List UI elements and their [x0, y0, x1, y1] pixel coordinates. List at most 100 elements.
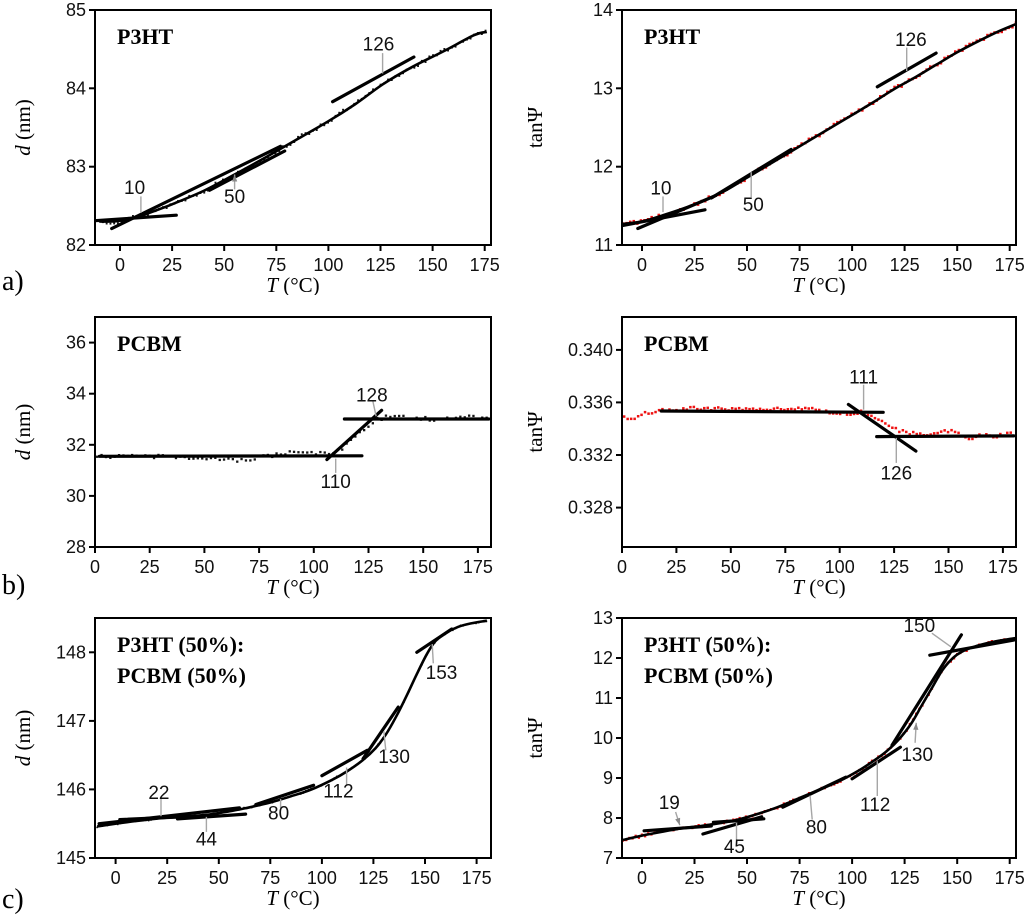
- svg-text:146: 146: [56, 779, 86, 799]
- plot-frame: [94, 316, 492, 548]
- y-axis-label: tanΨ: [523, 717, 547, 759]
- y-ticks: 145 146 147 148: [56, 642, 95, 868]
- svg-text:50: 50: [721, 557, 741, 577]
- svg-text:0: 0: [637, 868, 647, 888]
- leader-arrowhead: [913, 722, 919, 730]
- x-ticks: 0 25 50 75 100 125 150 175: [115, 245, 500, 275]
- svg-text:13: 13: [593, 608, 613, 628]
- annotations: 111 126: [849, 368, 912, 485]
- panel-title: P3HT: [644, 24, 701, 49]
- transition-label-10: 10: [650, 179, 671, 200]
- leader-line: [383, 731, 387, 751]
- fit-lines: [642, 633, 1016, 836]
- svg-text:85: 85: [66, 0, 86, 20]
- svg-text:28: 28: [66, 537, 86, 557]
- x-ticks: 0 25 50 75 100 125 150 175: [637, 858, 1024, 888]
- transition-label-50: 50: [224, 187, 245, 208]
- panel-title: PCBM: [117, 331, 182, 356]
- svg-text:75: 75: [260, 868, 280, 888]
- svg-text:175: 175: [988, 557, 1018, 577]
- fit-lines: [97, 408, 491, 462]
- svg-text:50: 50: [209, 868, 229, 888]
- svg-text:25: 25: [666, 557, 686, 577]
- panel-blend-tanpsi: 0 25 50 75 100 125 150 175 7 8 9 10 11 12 13 T (°C) tanΨ…: [512, 600, 1024, 921]
- transition-label-80: 80: [268, 803, 289, 824]
- svg-text:7: 7: [603, 848, 613, 868]
- svg-text:0.336: 0.336: [568, 392, 613, 412]
- panel-blend-thickness: 0 25 50 75 100 125 150 175 145 146 147 148 T (°C) d (…: [0, 600, 512, 921]
- svg-text:175: 175: [995, 255, 1024, 275]
- y-ticks: 7 8 9 10 11 12 13: [593, 608, 622, 868]
- svg-text:36: 36: [66, 333, 86, 353]
- chart-a-left: 0 25 50 75 100 125 150 175 82 83 84 85 T (°C) d (nm) P…: [11, 0, 500, 297]
- svg-text:100: 100: [313, 255, 343, 275]
- leader-line: [931, 632, 952, 648]
- x-axis-label: T (°C): [266, 886, 319, 910]
- svg-text:150: 150: [933, 557, 963, 577]
- chart-b-left: 0 25 50 75 100 125 150 175 28 30 32 34 36 T (°C) d (nm…: [11, 316, 493, 599]
- y-axis-label: tanΨ: [523, 411, 547, 453]
- svg-text:150: 150: [942, 255, 972, 275]
- svg-text:145: 145: [56, 848, 86, 868]
- svg-text:30: 30: [66, 486, 86, 506]
- svg-text:147: 147: [56, 711, 86, 731]
- svg-text:11: 11: [594, 235, 613, 255]
- svg-text:14: 14: [593, 0, 613, 20]
- transition-label-150: 150: [903, 616, 935, 637]
- leader-line: [372, 401, 377, 417]
- x-ticks: 0 25 50 75 100 125 150 175: [617, 547, 1018, 577]
- annotations: 10 50 126: [650, 30, 926, 216]
- panel-p3ht-thickness: 0 25 50 75 100 125 150 175 82 83 84 85 T (°C) d (nm) P…: [0, 0, 512, 297]
- svg-text:34: 34: [66, 384, 86, 404]
- plot-frame: [94, 9, 492, 246]
- x-ticks: 0 25 50 75 100 125 150 175: [111, 858, 492, 888]
- svg-text:125: 125: [353, 557, 383, 577]
- svg-text:148: 148: [56, 642, 86, 662]
- svg-text:175: 175: [470, 255, 500, 275]
- chart-a-right: 0 25 50 75 100 125 150 175 11 12 13 14 T (°C) tanΨ P3H…: [523, 0, 1024, 297]
- transition-label-44: 44: [196, 830, 218, 851]
- data-points: [622, 405, 1012, 441]
- fit-curve: [99, 30, 488, 223]
- transition-label-126: 126: [895, 30, 927, 51]
- panel-pcbm-tanpsi: 0 25 50 75 100 125 150 175 0.328 0.332 0.336 0.340 T…: [512, 295, 1024, 600]
- x-axis-label: T (°C): [266, 575, 319, 599]
- svg-text:100: 100: [837, 868, 867, 888]
- fit-lines: [94, 55, 416, 231]
- svg-text:75: 75: [790, 255, 810, 275]
- svg-text:50: 50: [737, 868, 757, 888]
- svg-text:50: 50: [737, 255, 757, 275]
- y-axis-label: tanΨ: [523, 106, 547, 148]
- panel-p3ht-tanpsi: 0 25 50 75 100 125 150 175 11 12 13 14 T (°C) tanΨ P3H…: [512, 0, 1024, 297]
- transition-label-10: 10: [124, 178, 145, 199]
- svg-text:25: 25: [140, 557, 160, 577]
- x-ticks: 0 25 50 75 100 125 150 175: [90, 547, 493, 577]
- transition-label-126: 126: [363, 35, 395, 56]
- svg-text:25: 25: [162, 255, 182, 275]
- row-label-c: c): [2, 884, 24, 915]
- x-axis-label: T (°C): [266, 273, 319, 295]
- chart-c-right: 0 25 50 75 100 125 150 175 7 8 9 10 11 12 13 T (°C) tanΨ…: [523, 608, 1024, 910]
- panel-title: P3HT: [117, 24, 174, 49]
- svg-text:10: 10: [593, 728, 613, 748]
- transition-label-110: 110: [321, 472, 351, 493]
- svg-text:100: 100: [837, 255, 867, 275]
- svg-text:125: 125: [890, 255, 920, 275]
- x-axis-label: T (°C): [792, 575, 845, 599]
- svg-text:150: 150: [418, 255, 448, 275]
- svg-text:83: 83: [66, 157, 86, 177]
- svg-text:125: 125: [358, 868, 388, 888]
- svg-text:75: 75: [775, 557, 795, 577]
- panel-title: P3HT (50%):: [117, 632, 244, 657]
- leader-arrowhead: [675, 817, 681, 826]
- transition-label-153: 153: [426, 663, 458, 684]
- svg-text:75: 75: [249, 557, 269, 577]
- svg-text:0.328: 0.328: [568, 498, 613, 518]
- svg-text:0: 0: [115, 255, 125, 275]
- fit-lines: [659, 402, 1016, 453]
- svg-text:0.340: 0.340: [568, 340, 613, 360]
- leader-line: [431, 644, 434, 664]
- svg-text:32: 32: [66, 435, 86, 455]
- plot-frame: [621, 316, 1017, 548]
